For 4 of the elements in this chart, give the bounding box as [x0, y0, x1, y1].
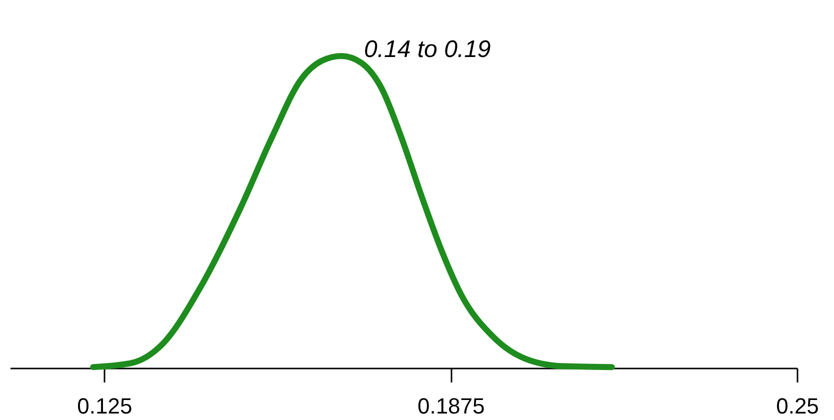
x-tick-label: 0.25 — [776, 394, 819, 418]
x-tick-label: 0.125 — [77, 394, 132, 418]
annotation: 0.14 to 0.19 — [364, 36, 491, 63]
x-tick-label: 0.1875 — [417, 394, 485, 418]
